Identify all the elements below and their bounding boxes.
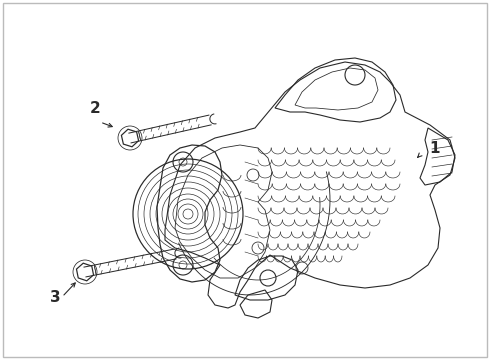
Text: 2: 2 — [90, 100, 100, 116]
Text: 1: 1 — [430, 140, 440, 156]
Text: 3: 3 — [49, 291, 60, 306]
